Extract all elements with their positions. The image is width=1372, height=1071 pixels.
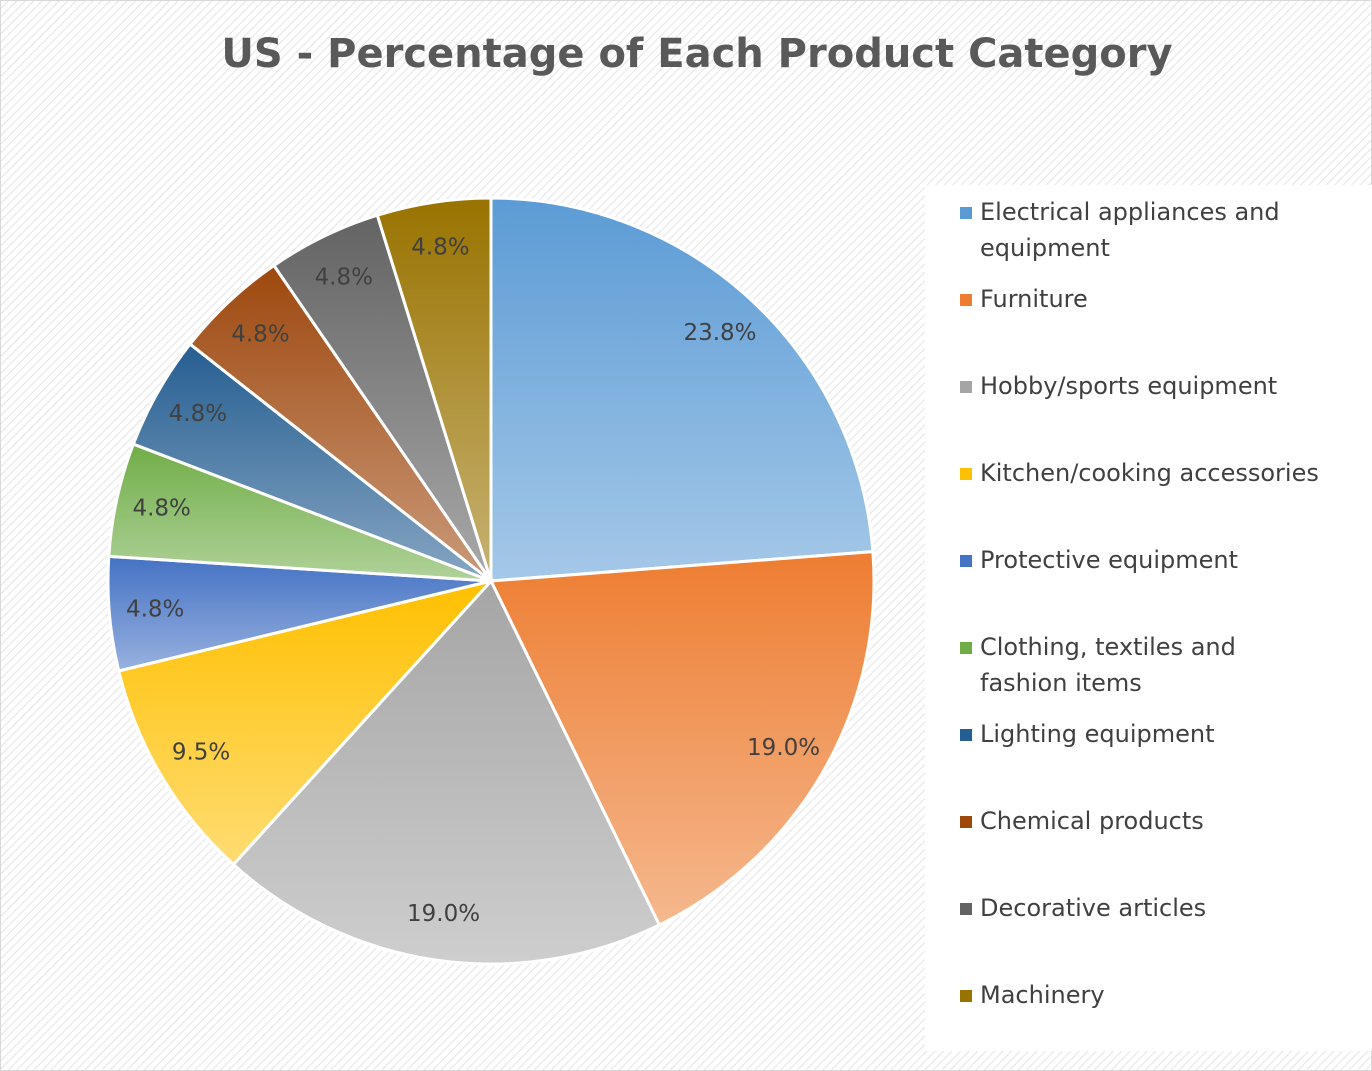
legend-swatch	[960, 381, 972, 393]
data-label: 4.8%	[169, 401, 227, 427]
legend-line: Lighting equipment	[980, 720, 1215, 748]
data-label: 4.8%	[315, 264, 373, 290]
pie-slice	[488, 549, 876, 928]
data-label: 4.8%	[126, 597, 184, 623]
legend-label: Machinery	[980, 981, 1105, 1009]
legend-swatch	[960, 294, 972, 306]
legend-swatch	[960, 468, 972, 480]
legend-label: Hobby/sports equipment	[980, 372, 1277, 400]
legend-swatch	[960, 642, 972, 654]
legend-label: Protective equipment	[980, 546, 1238, 574]
legend-label: Kitchen/cooking accessories	[980, 459, 1319, 487]
legend-label: Decorative articles	[980, 894, 1206, 922]
legend-line: Clothing, textiles and	[980, 633, 1236, 661]
legend-line: equipment	[980, 234, 1110, 262]
pie-slice	[116, 578, 496, 867]
legend-line: Machinery	[980, 981, 1105, 1009]
legend-label: Lighting equipment	[980, 720, 1215, 748]
data-label: 4.8%	[231, 322, 289, 348]
data-label: 23.8%	[683, 320, 756, 346]
pie-slice	[489, 196, 875, 583]
legend-label: Chemical products	[980, 807, 1204, 835]
data-label: 19.0%	[747, 735, 820, 761]
legend-swatch	[960, 729, 972, 741]
legend-box	[925, 185, 1372, 1051]
data-label: 4.8%	[411, 234, 469, 260]
legend-line: Protective equipment	[980, 546, 1238, 574]
legend-line: Chemical products	[980, 807, 1204, 835]
legend-swatch	[960, 903, 972, 915]
legend-label: Clothing, textiles and fashion items	[980, 633, 1236, 697]
legend-line: fashion items	[980, 669, 1142, 697]
data-label: 4.8%	[132, 496, 190, 522]
legend-line: Kitchen/cooking accessories	[980, 459, 1319, 487]
data-label: 19.0%	[407, 901, 480, 927]
legend-swatch	[960, 555, 972, 567]
legend-line: Electrical appliances and	[980, 198, 1280, 226]
chart-title: US - Percentage of Each Product Category	[221, 31, 1172, 77]
legend-swatch	[960, 990, 972, 1002]
legend-line: Furniture	[980, 285, 1088, 313]
pie-slice	[231, 578, 662, 966]
legend-line: Decorative articles	[980, 894, 1206, 922]
legend-swatch	[960, 816, 972, 828]
legend-line: Hobby/sports equipment	[980, 372, 1277, 400]
pie-slice	[375, 196, 493, 582]
data-label: 9.5%	[172, 739, 230, 765]
legend-swatch	[960, 207, 972, 219]
legend-label: Furniture	[980, 285, 1088, 313]
legend-label: Electrical appliances and equipment	[980, 198, 1280, 262]
